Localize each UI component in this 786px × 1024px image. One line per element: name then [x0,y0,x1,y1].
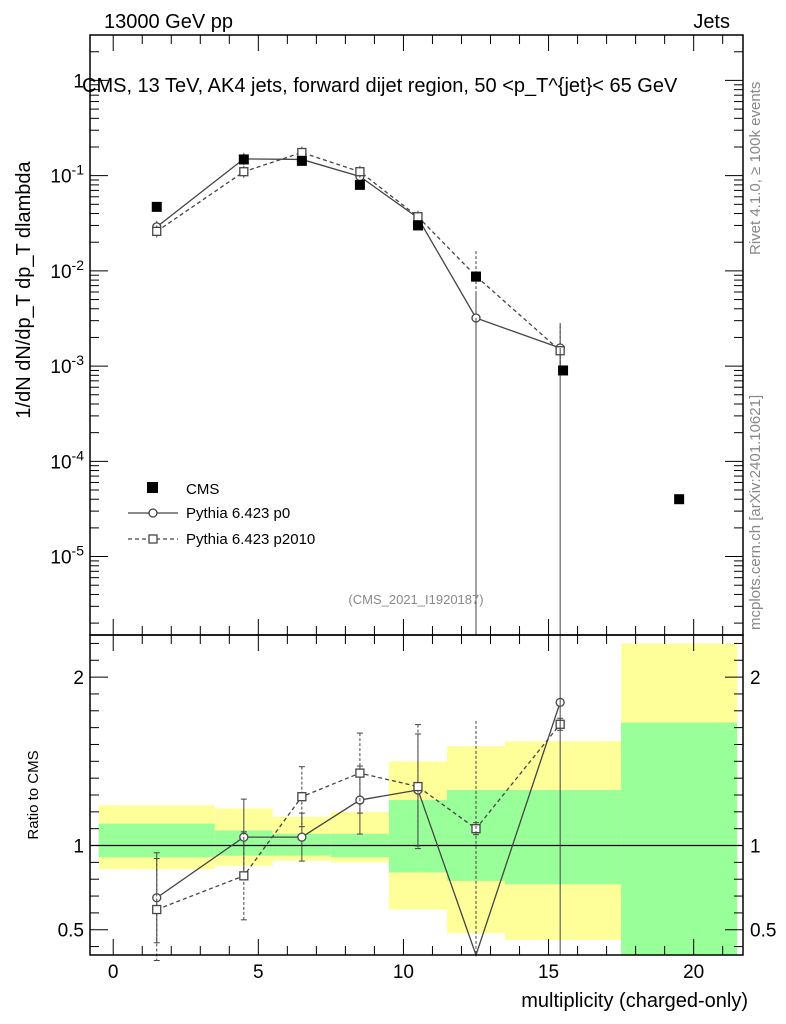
header-right: Jets [693,11,730,33]
y-tick-label: 10-2 [50,257,84,283]
legend-marker-p0 [148,508,158,518]
y-tick-label: 10-4 [50,447,84,473]
p2010-ratio-point [413,781,423,792]
axes: 0 5 10 15 20 1 10-1 10-2 10-3 10-4 10-5 0.5 0.5 1 1 2 2 [50,34,776,983]
p2010-ratio-point [152,904,162,915]
ratio-tick-label-right: 2 [750,668,761,689]
mcplots-label: mcplots.cern.ch [arXiv:2401.10621] [747,395,764,630]
cms-point [354,179,365,190]
ratio-tick-label-right: 1 [750,837,761,858]
ratio-axis-label: Ratio to CMS [25,750,42,839]
cms-point [674,494,685,505]
ratio-band-green [98,823,215,858]
legend-label-p2010: Pythia 6.423 p2010 [186,531,315,548]
y-tick-label: 10-3 [50,352,84,378]
p2010-ratio-point [239,871,249,881]
header-left: 13000 GeV pp [104,11,233,33]
x-axis-label: multiplicity (charged-only) [521,990,748,1012]
p2010-ratio-point [297,792,307,802]
x-tick-label: 5 [253,962,264,983]
p2010-point [152,226,162,237]
cms-point [238,154,249,165]
p2010-ratio-point [355,768,365,778]
y-tick-label: 10-1 [50,162,84,188]
p2010-point [297,147,307,158]
ratio-tick-label-left: 0.5 [58,921,84,942]
cms-point [151,201,162,212]
p2010-point [413,212,423,222]
cms-point [412,220,423,231]
cms-point [470,271,481,282]
y-tick-label: 1 [73,71,84,92]
ratio-tick-label-left: 2 [73,668,84,689]
legend: CMS Pythia 6.423 p0 Pythia 6.423 p2010 [128,481,315,548]
legend-marker-p2010 [148,534,158,544]
ratio-tick-label-left: 1 [73,837,84,858]
x-tick-label: 10 [393,962,414,983]
y-axis-label: 1/dN dN/dp_T dp_T dlambda [13,161,35,419]
rivet-label: Rivet 4.1.0, ≥ 100k events [747,82,764,255]
ratio-tick-label-right: 0.5 [750,921,776,942]
analysis-label: (CMS_2021_I1920187) [348,592,483,607]
ratio-band-green [505,789,622,885]
ratio-band-green [621,722,738,955]
main-plot [151,146,685,635]
x-tick-label: 20 [683,962,704,983]
chart-title: CMS, 13 TeV, AK4 jets, forward dijet reg… [82,75,678,97]
p2010-point [355,167,365,177]
ratio-plot [90,635,743,962]
p0-ratio-point [297,832,307,842]
legend-label-p0: Pythia 6.423 p0 [186,505,290,522]
p2010-point [239,167,249,177]
y-tick-label: 10-5 [50,543,84,569]
legend-label-cms: CMS [186,481,219,498]
cms-point [296,155,307,166]
x-tick-label: 0 [108,962,119,983]
cms-point [558,365,569,376]
x-tick-label: 15 [538,962,559,983]
legend-marker-cms [147,482,158,493]
